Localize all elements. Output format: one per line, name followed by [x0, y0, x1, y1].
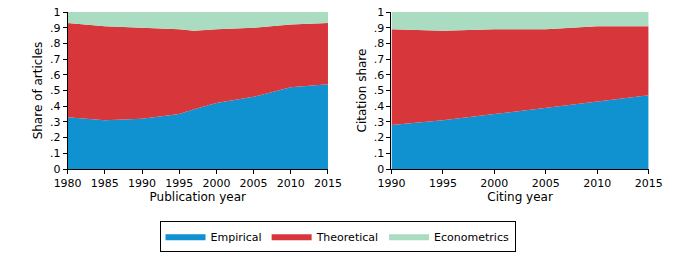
svg-text:1: 1: [377, 6, 384, 19]
svg-text:.9: .9: [374, 22, 385, 35]
svg-text:Econometrics: Econometrics: [434, 231, 509, 244]
svg-text:1995: 1995: [165, 177, 193, 190]
svg-text:.2: .2: [50, 131, 61, 144]
svg-text:2000: 2000: [480, 177, 508, 190]
svg-text:.4: .4: [374, 100, 385, 113]
svg-text:1: 1: [53, 6, 60, 19]
svg-text:.7: .7: [50, 53, 61, 66]
svg-text:Publication year: Publication year: [150, 190, 247, 204]
svg-text:.8: .8: [50, 37, 61, 50]
svg-text:1990: 1990: [128, 177, 156, 190]
svg-text:.5: .5: [50, 84, 61, 97]
svg-text:2015: 2015: [635, 177, 663, 190]
svg-text:.5: .5: [374, 84, 385, 97]
svg-text:2010: 2010: [277, 177, 305, 190]
svg-text:.9: .9: [50, 22, 61, 35]
svg-text:.6: .6: [50, 69, 61, 82]
svg-text:.1: .1: [50, 147, 61, 160]
svg-text:2005: 2005: [240, 177, 268, 190]
svg-text:.6: .6: [374, 69, 385, 82]
svg-text:.4: .4: [50, 100, 61, 113]
svg-text:Citation share: Citation share: [355, 49, 369, 133]
svg-text:.3: .3: [374, 116, 385, 129]
svg-text:0: 0: [377, 163, 384, 176]
svg-text:2005: 2005: [532, 177, 560, 190]
svg-text:.1: .1: [374, 147, 385, 160]
svg-text:Empirical: Empirical: [211, 231, 262, 244]
svg-text:Share of articles: Share of articles: [31, 42, 45, 140]
svg-text:.2: .2: [374, 131, 385, 144]
svg-text:1985: 1985: [91, 177, 119, 190]
svg-text:.3: .3: [50, 116, 61, 129]
svg-text:Theoretical: Theoretical: [316, 231, 378, 244]
svg-text:1980: 1980: [54, 177, 82, 190]
svg-text:2010: 2010: [583, 177, 611, 190]
svg-text:0: 0: [53, 163, 60, 176]
svg-text:2000: 2000: [202, 177, 230, 190]
svg-text:.7: .7: [374, 53, 385, 66]
svg-text:1995: 1995: [429, 177, 457, 190]
svg-text:.8: .8: [374, 37, 385, 50]
svg-text:1990: 1990: [377, 177, 405, 190]
svg-text:Citing year: Citing year: [487, 190, 553, 204]
svg-text:2015: 2015: [314, 177, 342, 190]
